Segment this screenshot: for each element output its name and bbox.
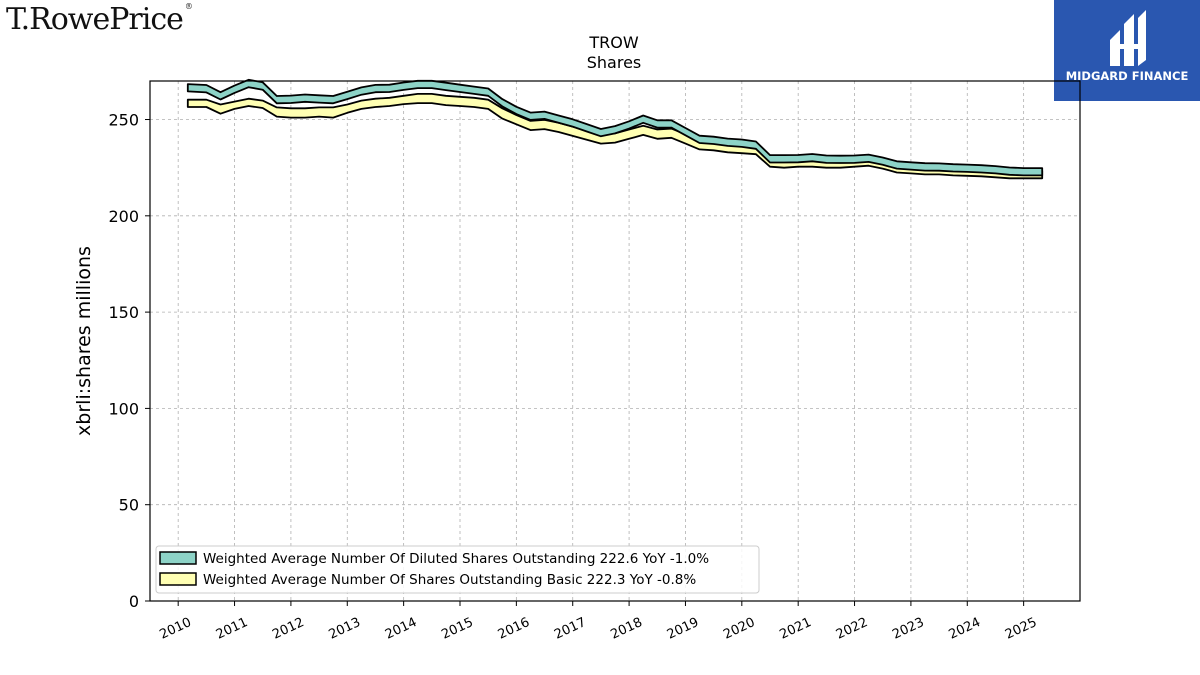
registered-mark: ® — [184, 2, 193, 11]
legend-swatch-diluted — [159, 551, 197, 565]
x-tick-label: 2012 — [270, 615, 306, 643]
y-tick-label: 250 — [108, 111, 139, 130]
x-tick-label: 2025 — [1003, 615, 1039, 643]
x-tick-label: 2019 — [665, 615, 701, 643]
x-tick-label: 2023 — [890, 615, 926, 643]
midgard-finance-wordmark: MIDGARD FINANCE — [1065, 69, 1189, 83]
y-tick-label: 0 — [129, 592, 139, 611]
series-band-basic — [186, 93, 1044, 180]
trowe-price-logo: T.RowePrice ® — [6, 2, 193, 37]
legend: Weighted Average Number Of Diluted Share… — [155, 545, 760, 594]
x-tick-label: 2024 — [947, 615, 983, 643]
midgard-emblem-icon — [1110, 10, 1146, 66]
chart-title: TROW — [588, 33, 638, 52]
legend-box — [155, 545, 760, 594]
midgard-finance-logo: MIDGARD FINANCE — [1054, 0, 1200, 101]
trowe-price-logo-text: T.RowePrice — [6, 2, 184, 37]
legend-label-basic: Weighted Average Number Of Shares Outsta… — [203, 572, 696, 588]
x-tick-label: 2022 — [834, 615, 870, 643]
x-tick-label: 2015 — [439, 615, 475, 643]
legend-swatch-basic — [159, 572, 197, 586]
chart-subtitle: Shares — [587, 53, 642, 72]
x-tick-label: 2017 — [552, 615, 588, 643]
y-axis-label: xbrli:shares millions — [73, 246, 95, 436]
x-tick-label: 2013 — [327, 615, 363, 643]
grid-lines — [150, 81, 1080, 602]
x-tick-label: 2016 — [496, 615, 532, 643]
y-tick-label: 50 — [119, 496, 139, 515]
x-tick-label: 2021 — [778, 615, 814, 643]
plot-frame — [149, 80, 1081, 602]
x-tick-label: 2011 — [214, 615, 250, 643]
x-tick-label: 2010 — [158, 615, 194, 643]
x-tick-label: 2018 — [608, 615, 644, 643]
x-tick-label: 2014 — [383, 615, 419, 643]
legend-label-diluted: Weighted Average Number Of Diluted Share… — [203, 551, 709, 567]
series-band-diluted — [186, 78, 1044, 177]
x-tick-label: 2020 — [721, 615, 757, 643]
x-axis-ticks: 2010 2011 2012 2013 2014 2015 2016 2017 2018 2019… — [158, 601, 1039, 643]
y-tick-label: 150 — [108, 303, 139, 322]
y-tick-label: 100 — [108, 399, 139, 418]
y-tick-label: 200 — [108, 207, 139, 226]
series-bands — [186, 78, 1044, 180]
y-axis-ticks: 0 50 100 150 200 250 — [108, 111, 150, 611]
